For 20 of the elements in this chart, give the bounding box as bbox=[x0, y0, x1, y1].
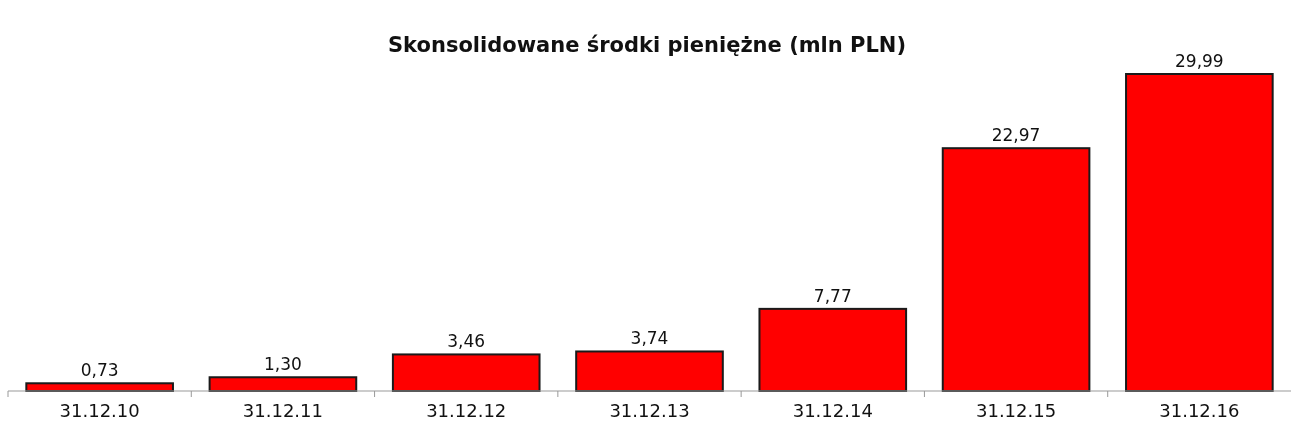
data-label: 1,30 bbox=[264, 354, 302, 375]
x-tick-label: 31.12.13 bbox=[609, 400, 690, 421]
data-label: 22,97 bbox=[991, 125, 1041, 146]
x-tick-label: 31.12.11 bbox=[242, 400, 324, 421]
bar bbox=[1125, 73, 1274, 392]
bar bbox=[575, 350, 724, 392]
x-tick-label: 31.12.15 bbox=[975, 400, 1057, 421]
bar bbox=[391, 353, 541, 392]
x-tick-label: 31.12.16 bbox=[1159, 400, 1240, 421]
bar bbox=[941, 147, 1091, 392]
chart-title: Skonsolidowane środki pieniężne (mln PLN) bbox=[387, 33, 907, 57]
data-label: 7,77 bbox=[813, 285, 852, 306]
data-label: 0,73 bbox=[80, 360, 119, 381]
x-tick-label: 31.12.14 bbox=[792, 400, 873, 421]
bar bbox=[758, 307, 908, 392]
x-tick-label: 31.12.10 bbox=[59, 400, 140, 421]
data-label: 3,74 bbox=[630, 328, 669, 349]
x-tick-label: 31.12.12 bbox=[426, 400, 507, 421]
data-label: 3,46 bbox=[447, 331, 486, 352]
data-label: 29,99 bbox=[1175, 51, 1224, 71]
